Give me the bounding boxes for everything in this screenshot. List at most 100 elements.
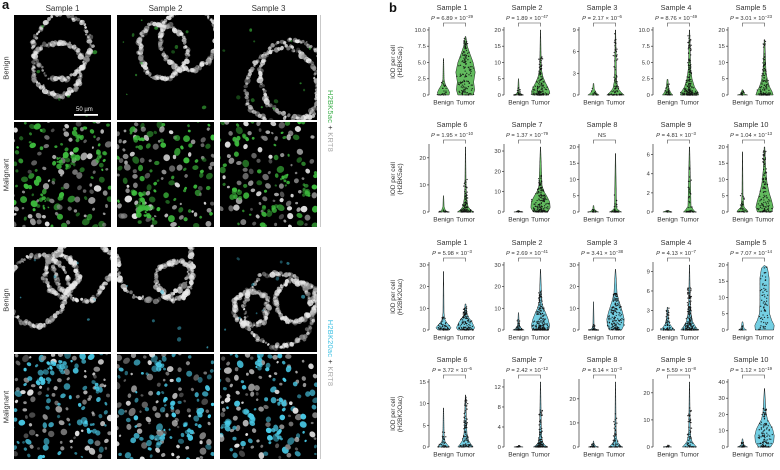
row-label-malignant-block-2: Malignant xyxy=(0,354,12,459)
y-axis-label-4: IOD per cell (H2BK2Oac) xyxy=(390,366,406,462)
side-label-text: H2BK20ac + KRT8 xyxy=(323,247,337,459)
significance-bracket xyxy=(517,374,541,379)
y-tick-label: 20 xyxy=(719,412,725,418)
significance-bracket xyxy=(443,139,466,144)
x-category-label: Benign xyxy=(433,217,454,224)
y-tick-label: 5 xyxy=(423,423,426,429)
x-category-label: Benign xyxy=(658,100,679,107)
micrograph-image xyxy=(112,350,215,462)
side-label-h2bk5ac: H2BK5ac + KRT8 xyxy=(323,15,337,227)
violin-plot-svg: Sample 5 P = 7.07 × 10−14 0 5 10 15 20 Benign Tu… xyxy=(719,238,775,342)
y-tick-label: 8 xyxy=(497,405,500,411)
y-tick-label: 10 xyxy=(419,183,425,189)
plot-title: Sample 4 xyxy=(661,3,692,12)
significance-bracket xyxy=(592,374,616,379)
plot-title: Sample 7 xyxy=(511,355,542,364)
violin-plot-svg: Sample 7 P = 1.37 × 10−79 0 10 20 30 Benign Tum… xyxy=(494,120,550,224)
y-tick-label: 5 xyxy=(572,194,575,200)
significance-bracket xyxy=(443,374,466,379)
significance-bracket xyxy=(517,22,541,27)
y-tick-label: 0 xyxy=(572,328,575,334)
p-value-label: P = 8.14 × 10−3 xyxy=(582,366,622,374)
x-category-label: Benign xyxy=(732,217,753,224)
p-value-label: P = 1.95 × 10−10 xyxy=(431,131,474,139)
y-tick-label: 3 xyxy=(572,71,575,77)
y-axis-label-3: IOD per cell (H2BK2Oac) xyxy=(390,249,406,345)
panel-a-label: a xyxy=(2,0,10,12)
p-value-label: P = 1.89 × 10−47 xyxy=(506,14,549,22)
y-tick-label: 0 xyxy=(497,445,500,451)
plot-title: Sample 2 xyxy=(511,238,542,247)
violin-plot-sample-2-row-3: Sample 2 P = 2.69 × 10−41 0 10 20 30 Benign Tum… xyxy=(480,235,554,352)
micrograph-malignant-sample-1-block-1 xyxy=(10,118,113,230)
x-category-label: Tumor xyxy=(606,335,626,342)
y-axis-label-text: IOD per cell (H2BK2Oac) xyxy=(390,366,406,462)
x-category-label: Tumor xyxy=(456,335,476,342)
violin-plot-sample-5-row-1: Sample 5 P = 3.01 × 10−23 0 5 10 15 20 Benign Tu… xyxy=(704,0,778,117)
y-axis-label-line: (H2BK5ac) xyxy=(397,163,405,195)
plot-title: Sample 3 xyxy=(586,3,617,12)
x-category-label: Benign xyxy=(583,452,604,459)
micrograph-image xyxy=(220,247,321,352)
violin-benign xyxy=(438,195,449,213)
y-tick-label: 0 xyxy=(722,445,725,451)
micrograph-benign-sample-1-block-1: 50 µm xyxy=(14,9,111,120)
violin-row-1: IOD per cell (H2BK5ac) Sample 1 P = 6.89 × … xyxy=(390,0,780,117)
significance-bracket xyxy=(592,139,616,144)
violin-plot-svg: Sample 3 P = 3.41 × 10−38 0 10 20 30 Benign Tum… xyxy=(569,238,626,342)
y-tick-label: 15 xyxy=(719,279,725,285)
y-tick-label: 0 xyxy=(572,445,575,451)
y-tick-label: 10 xyxy=(419,306,425,312)
y-tick-label: 0 xyxy=(647,93,650,99)
violin-tumor xyxy=(754,388,775,448)
side-label-part: KRT8 xyxy=(326,132,335,153)
micrograph-malignant-sample-3-block-2 xyxy=(217,351,319,460)
y-tick-label: 20 xyxy=(569,397,575,403)
y-tick-label: 10 xyxy=(494,190,500,196)
x-category-label: Tumor xyxy=(680,452,700,459)
y-tick-label: 2 xyxy=(647,191,650,197)
micrograph-malignant-sample-1-block-2 xyxy=(11,350,114,461)
plot-title: Sample 5 xyxy=(736,3,767,12)
violin-plot-svg: Sample 8 P = 8.14 × 10−3 0 10 20 Benign Tumor xyxy=(569,355,625,459)
y-tick-label: 4 xyxy=(497,425,501,431)
x-category-label: Tumor xyxy=(606,100,626,107)
x-category-label: Benign xyxy=(732,100,753,107)
y-tick-label: 0 xyxy=(423,328,426,334)
violin-plot-svg: Sample 2 P = 2.69 × 10−41 0 10 20 30 Benign Tum… xyxy=(494,238,551,342)
side-label-part: KRT8 xyxy=(326,366,335,387)
violin-plot-sample-5-row-3: Sample 5 P = 7.07 × 10−14 0 5 10 15 20 Benign Tu… xyxy=(704,235,778,352)
p-value-label: P = 3.41 × 10−38 xyxy=(581,249,624,257)
violin-plot-sample-1-row-1: Sample 1 P = 6.89 × 10−29 0 2.5 5.0 7.5 10.0 Be… xyxy=(405,0,479,117)
row-label-benign-block-2: Benign xyxy=(0,247,12,352)
y-axis-label-2: IOD per cell (H2BK5ac) xyxy=(390,131,406,227)
micrograph-image xyxy=(220,15,324,127)
y-tick-label: 20 xyxy=(569,145,575,151)
p-value-label: P = 5.59 × 10−8 xyxy=(657,366,697,374)
x-category-label: Benign xyxy=(583,100,604,107)
violin-benign xyxy=(435,271,452,331)
column-header-sample-1: Sample 1 xyxy=(45,4,80,13)
violin-plot-svg: Sample 6 P = 1.95 × 10−10 0 10 20 Benign Tumor xyxy=(419,120,475,224)
x-category-label: Tumor xyxy=(531,335,551,342)
x-category-label: Benign xyxy=(433,100,454,107)
plot-title: Sample 5 xyxy=(736,238,767,247)
micrograph-image xyxy=(217,119,319,229)
y-tick-label: 10 xyxy=(719,429,725,435)
y-tick-label: 20 xyxy=(419,156,425,162)
x-category-label: Benign xyxy=(732,335,753,342)
violin-tumor xyxy=(755,39,774,96)
violin-tumor xyxy=(455,36,476,96)
y-tick-label: 30 xyxy=(494,263,500,269)
micrograph-benign-sample-2-block-1 xyxy=(117,8,220,120)
micrograph-image xyxy=(10,118,113,230)
violin-tumor xyxy=(683,146,697,213)
x-category-label: Benign xyxy=(658,452,679,459)
y-axis-label-line: IOD per cell xyxy=(390,280,397,314)
y-tick-label: 0 xyxy=(423,210,426,216)
violin-benign xyxy=(662,79,674,96)
micrograph-image xyxy=(117,8,220,120)
violin-tumor xyxy=(607,381,623,448)
y-tick-label: 10 xyxy=(569,306,575,312)
violin-plot-sample-8-row-4: Sample 8 P = 8.14 × 10−3 0 10 20 Benign Tumor xyxy=(555,352,629,469)
